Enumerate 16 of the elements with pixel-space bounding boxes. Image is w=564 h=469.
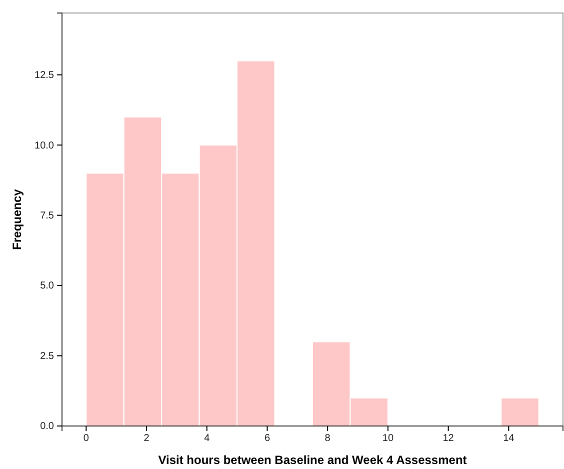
y-tick-label: 12.5	[34, 70, 54, 82]
x-tick-label: 10	[382, 433, 394, 444]
y-tick-label: 7.5	[40, 210, 54, 222]
y-tick-label: 2.5	[40, 350, 54, 362]
x-tick-label: 8	[324, 433, 331, 444]
y-tick-label: 10.0	[34, 140, 54, 152]
x-axis-title: Visit hours between Baseline and Week 4 Assessment	[158, 453, 467, 467]
y-tick-label: 5.0	[40, 280, 54, 292]
y-axis-title: Frequency	[10, 188, 24, 250]
y-tick-label: 0.0	[40, 421, 54, 432]
x-tick-label: 6	[264, 433, 270, 444]
x-tick-label: 2	[144, 433, 150, 444]
x-tick-label: 0	[83, 433, 90, 444]
x-tick-label: 4	[204, 433, 210, 444]
x-tick-label: 14	[503, 433, 515, 444]
x-tick-label: 12	[442, 433, 454, 444]
